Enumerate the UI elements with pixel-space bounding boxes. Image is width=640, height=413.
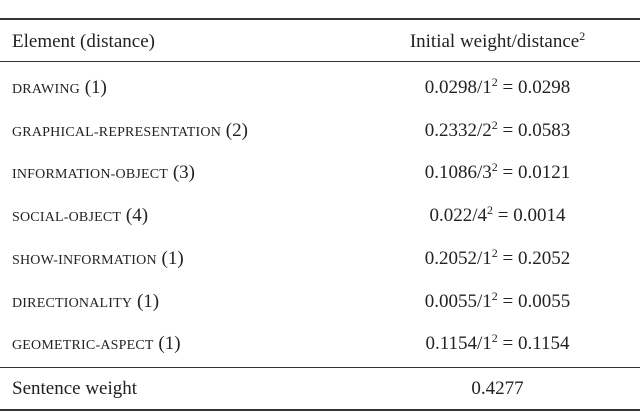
weight-exp: 2	[491, 245, 498, 260]
element-cell: GRAPHICAL-REPRESENTATION (2)	[12, 120, 248, 142]
element-name: SHOW-INFORMATION	[12, 252, 157, 268]
element-cell: GEOMETRIC-ASPECT (1)	[12, 333, 181, 355]
weight-result: = 0.0583	[502, 119, 571, 141]
weight-result: = 0.0014	[497, 205, 566, 227]
weight-base: 0.0055/1	[424, 290, 492, 312]
footer-value: 0.4277	[471, 378, 524, 399]
element-distance: (1)	[136, 290, 160, 312]
weight-base: 0.1154/1	[425, 333, 492, 355]
weight-cell: 0.2052/12 = 0.2052	[355, 245, 640, 270]
element-distance: (1)	[158, 333, 181, 355]
footer-label: Sentence weight	[12, 378, 138, 399]
element-cell: DRAWING (1)	[12, 77, 107, 99]
element-name: DIRECTIONALITY	[12, 295, 133, 311]
weight-cell: 0.1154/12 = 0.1154	[355, 331, 640, 355]
element-name: GRAPHICAL-REPRESENTATION	[12, 124, 222, 140]
header-element: Element (distance)	[12, 31, 155, 52]
weight-base: 0.022/4	[429, 205, 488, 227]
weight-result: = 0.2052	[502, 247, 571, 269]
header-rule	[0, 61, 640, 62]
element-distance: (3)	[172, 162, 195, 184]
element-name: INFORMATION-OBJECT	[12, 167, 169, 183]
element-cell: SOCIAL-OBJECT (4)	[12, 205, 148, 227]
weight-cell: 0.022/42 = 0.0014	[355, 203, 640, 227]
weight-base: 0.2052/1	[424, 247, 492, 269]
element-cell: SHOW-INFORMATION (1)	[12, 248, 184, 270]
weight-exp: 2	[491, 75, 498, 89]
weight-result: = 0.0055	[502, 290, 571, 312]
header-weight-text: Initial weight/distance	[409, 31, 580, 52]
weight-cell: 0.0298/12 = 0.0298	[355, 75, 640, 99]
element-cell: INFORMATION-OBJECT (3)	[12, 162, 195, 184]
weight-exp: 2	[487, 203, 494, 218]
weight-exp: 2	[491, 160, 498, 175]
element-distance: (1)	[161, 247, 184, 269]
weight-cell: 0.0055/12 = 0.0055	[355, 288, 640, 313]
weight-result: = 0.0121	[502, 162, 571, 184]
weight-exp: 2	[491, 117, 498, 132]
element-distance: (4)	[125, 205, 149, 227]
footer-rule	[0, 367, 640, 368]
weight-exp: 2	[491, 288, 498, 303]
top-rule	[0, 18, 640, 20]
element-name: SOCIAL-OBJECT	[12, 210, 122, 226]
header-weight: Initial weight/distance2	[355, 29, 640, 53]
element-distance: (1)	[84, 77, 107, 98]
weight-base: 0.1086/3	[424, 162, 492, 184]
weight-cell: 0.1086/32 = 0.0121	[355, 160, 640, 184]
element-distance: (2)	[225, 119, 248, 141]
element-name: GEOMETRIC-ASPECT	[12, 338, 154, 354]
weight-exp: 2	[491, 331, 498, 346]
header-weight-exp: 2	[579, 29, 586, 43]
element-name: DRAWING	[12, 82, 80, 97]
weight-result: = 0.1154	[502, 333, 570, 355]
weight-result: = 0.0298	[502, 77, 571, 98]
bottom-rule	[0, 409, 640, 411]
element-cell: DIRECTIONALITY (1)	[12, 291, 159, 313]
weight-cell: 0.2332/22 = 0.0583	[355, 117, 640, 142]
weight-base: 0.2332/2	[424, 119, 492, 141]
weight-base: 0.0298/1	[424, 77, 492, 98]
